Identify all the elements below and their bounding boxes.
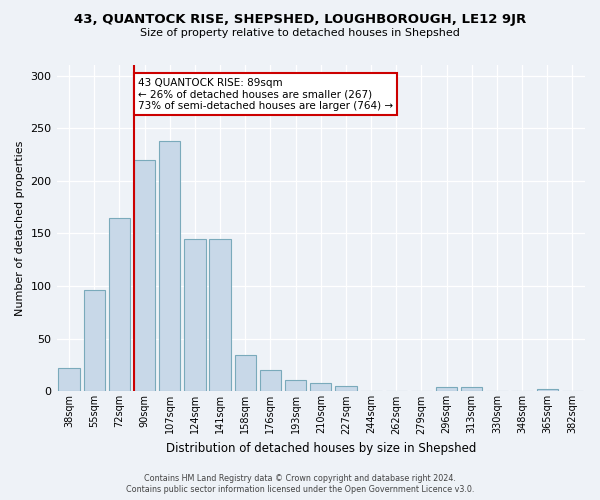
- Y-axis label: Number of detached properties: Number of detached properties: [15, 140, 25, 316]
- Bar: [209, 238, 231, 392]
- Bar: [260, 370, 281, 392]
- Bar: [58, 368, 80, 392]
- Bar: [335, 386, 356, 392]
- Bar: [310, 383, 331, 392]
- X-axis label: Distribution of detached houses by size in Shepshed: Distribution of detached houses by size …: [166, 442, 476, 455]
- Text: Contains HM Land Registry data © Crown copyright and database right 2024.
Contai: Contains HM Land Registry data © Crown c…: [126, 474, 474, 494]
- Bar: [285, 380, 307, 392]
- Bar: [184, 238, 206, 392]
- Bar: [235, 354, 256, 392]
- Bar: [109, 218, 130, 392]
- Bar: [461, 387, 482, 392]
- Bar: [536, 390, 558, 392]
- Text: Size of property relative to detached houses in Shepshed: Size of property relative to detached ho…: [140, 28, 460, 38]
- Bar: [83, 290, 105, 392]
- Bar: [134, 160, 155, 392]
- Bar: [436, 387, 457, 392]
- Text: 43, QUANTOCK RISE, SHEPSHED, LOUGHBOROUGH, LE12 9JR: 43, QUANTOCK RISE, SHEPSHED, LOUGHBOROUG…: [74, 12, 526, 26]
- Bar: [159, 141, 181, 392]
- Text: 43 QUANTOCK RISE: 89sqm
← 26% of detached houses are smaller (267)
73% of semi-d: 43 QUANTOCK RISE: 89sqm ← 26% of detache…: [137, 78, 393, 111]
